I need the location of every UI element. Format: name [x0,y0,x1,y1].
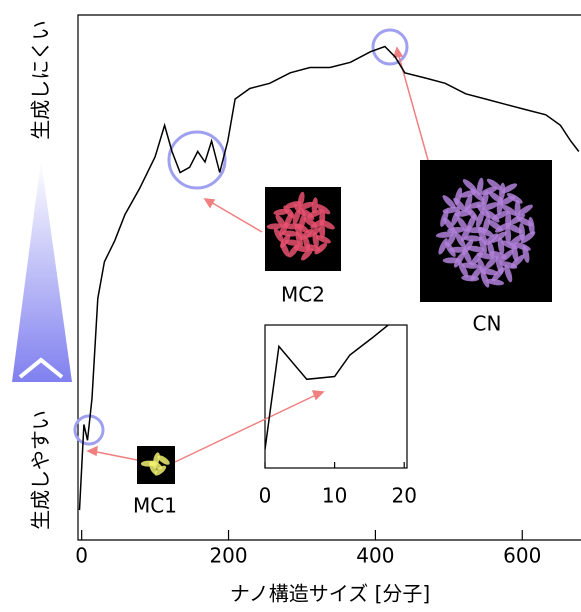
x-tick-label: 600 [503,544,541,568]
y-arrow [12,160,72,382]
annotation: CN [473,312,502,336]
x-tick-label: 10 [322,484,347,508]
x-tick-label: 200 [209,544,247,568]
x-tick-label: 0 [259,484,272,508]
x-tick-label: 0 [75,544,88,568]
annotation: MC2 [281,283,325,307]
data-line [265,325,388,449]
y-label-bottom: 生成しやすい [29,410,53,530]
y-label-top: 生成しにくい [29,20,53,140]
x-tick-label: 400 [356,544,394,568]
x-label: ナノ構造サイズ [分子] [230,582,430,606]
pointer-arrows [88,48,428,462]
highlight-circles [75,30,407,444]
annotation: MC1 [133,494,177,518]
chart: 生成しにくい 生成しやすい ナノ構造サイズ [分子] MC1 MC2 CN 0 2… [0,0,581,612]
x-tick-label: 20 [391,484,416,508]
